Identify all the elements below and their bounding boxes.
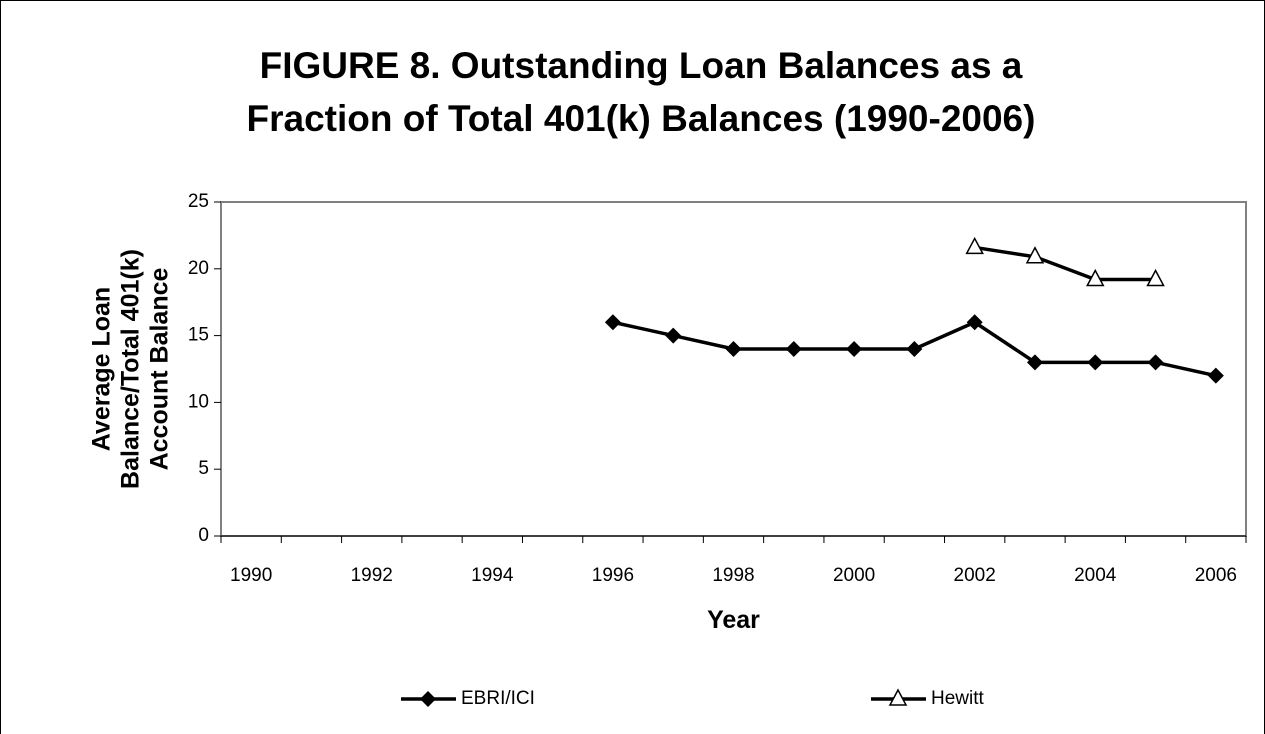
data-point bbox=[966, 314, 983, 331]
x-tick-label: 1994 bbox=[471, 565, 514, 586]
y-tick-label: 0 bbox=[198, 525, 209, 546]
x-tick-label: 1998 bbox=[712, 565, 754, 586]
chart-title: FIGURE 8. Outstanding Loan Balances as a… bbox=[246, 45, 1036, 139]
data-point bbox=[665, 327, 682, 344]
x-tick-label: 2004 bbox=[1074, 565, 1117, 586]
data-point bbox=[906, 340, 923, 357]
x-tick-label: 1990 bbox=[230, 565, 272, 586]
y-tick-label: 15 bbox=[188, 325, 209, 346]
x-tick-label: 1992 bbox=[351, 565, 393, 586]
x-tick-label: 2002 bbox=[954, 565, 996, 586]
y-tick-label: 5 bbox=[198, 458, 209, 479]
data-point bbox=[1086, 268, 1105, 287]
data-point bbox=[1087, 354, 1104, 371]
data-point bbox=[725, 340, 742, 357]
plot-area bbox=[220, 201, 1247, 537]
y-tick-label: 10 bbox=[188, 391, 209, 412]
data-point bbox=[1147, 354, 1164, 371]
legend-marker bbox=[420, 691, 436, 707]
data-point bbox=[1146, 268, 1165, 287]
legend-label: Hewitt bbox=[931, 688, 985, 709]
data-point bbox=[1026, 354, 1043, 371]
legend-label: EBRI/ICI bbox=[461, 688, 535, 709]
data-point bbox=[965, 236, 984, 255]
x-tick-label: 2006 bbox=[1195, 565, 1237, 586]
data-point bbox=[846, 340, 863, 357]
x-tick-label: 1996 bbox=[592, 565, 634, 586]
y-tick-label: 20 bbox=[188, 258, 209, 279]
data-point bbox=[1207, 367, 1224, 384]
data-point bbox=[1025, 246, 1045, 264]
y-tick-label: 25 bbox=[188, 191, 209, 212]
data-point bbox=[785, 340, 802, 357]
x-axis-title: Year bbox=[707, 606, 760, 634]
series-line bbox=[974, 245, 1156, 282]
x-tick-label: 2000 bbox=[833, 565, 875, 586]
legend-marker bbox=[888, 688, 908, 706]
data-point bbox=[604, 314, 621, 331]
